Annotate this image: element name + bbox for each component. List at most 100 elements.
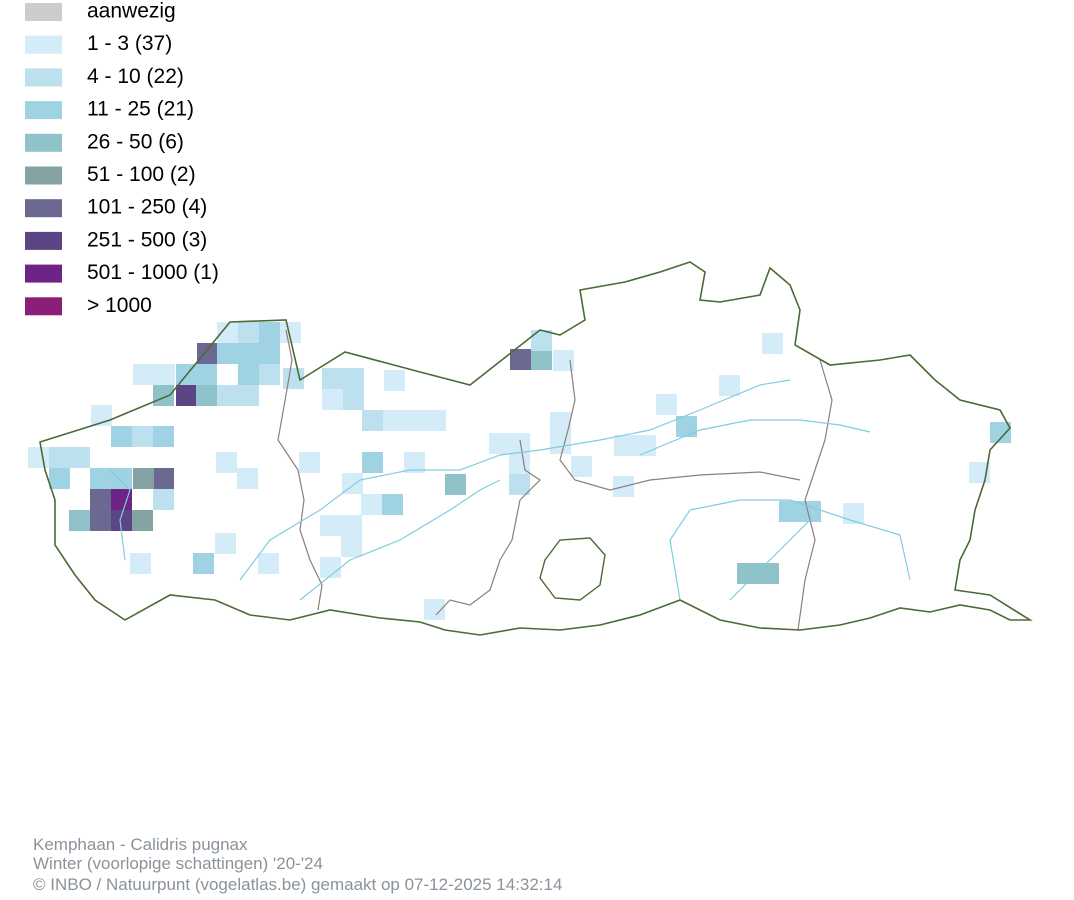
legend-swatch bbox=[25, 297, 62, 316]
legend-label: 101 - 250 (4) bbox=[87, 196, 207, 219]
grid-cell bbox=[299, 452, 320, 473]
grid-cell bbox=[238, 343, 259, 364]
footer-credit: © INBO / Natuurpunt (vogelatlas.be) gema… bbox=[33, 875, 562, 894]
grid-cell bbox=[154, 364, 175, 385]
legend-label: > 1000 bbox=[87, 294, 152, 317]
legend-label: 26 - 50 (6) bbox=[87, 130, 184, 153]
legend-swatch bbox=[25, 3, 62, 21]
grid-cell bbox=[656, 394, 677, 415]
grid-cell bbox=[509, 474, 530, 495]
grid-cell bbox=[238, 322, 259, 343]
grid-cell bbox=[342, 473, 363, 494]
grid-cell bbox=[259, 343, 280, 364]
grid-cell bbox=[49, 468, 70, 489]
footer-season: Winter (voorlopige schattingen) '20-'24 bbox=[33, 854, 323, 873]
grid-cell bbox=[69, 510, 90, 531]
grid-cell bbox=[343, 389, 364, 410]
legend-swatch bbox=[25, 264, 62, 283]
grid-cell bbox=[133, 468, 154, 489]
grid-cell bbox=[90, 489, 111, 510]
grid-cell bbox=[404, 410, 425, 431]
grid-cell bbox=[362, 410, 383, 431]
grid-cell bbox=[614, 435, 635, 456]
enclave-outline bbox=[539, 537, 606, 601]
footer-species: Kemphaan - Calidris pugnax bbox=[33, 835, 248, 854]
grid-cell bbox=[153, 468, 174, 489]
grid-cell bbox=[153, 489, 174, 510]
grid-cell bbox=[719, 375, 740, 396]
legend-label: 501 - 1000 (1) bbox=[87, 261, 219, 284]
grid-cell bbox=[90, 468, 111, 489]
grid-cell bbox=[362, 452, 383, 473]
grid-cell bbox=[217, 343, 238, 364]
legend-swatch bbox=[25, 133, 62, 152]
grid-cell bbox=[130, 553, 151, 574]
grid-cell bbox=[489, 433, 510, 454]
grid-cell bbox=[550, 412, 571, 433]
grid-cell bbox=[90, 510, 111, 531]
province-borders bbox=[277, 329, 833, 631]
grid-cell bbox=[383, 410, 404, 431]
grid-cell bbox=[550, 433, 571, 454]
grid-cell bbox=[259, 322, 280, 343]
region-outline bbox=[39, 261, 1033, 636]
grid-cell bbox=[237, 468, 258, 489]
grid-cell bbox=[238, 385, 259, 406]
grid-cell bbox=[28, 447, 49, 468]
grid-cell bbox=[197, 343, 218, 364]
grid-cell bbox=[531, 349, 552, 370]
grid-cell bbox=[153, 385, 174, 406]
legend-label: 1 - 3 (37) bbox=[87, 32, 172, 55]
grid-cell bbox=[343, 368, 364, 389]
legend-label: 4 - 10 (22) bbox=[87, 65, 184, 88]
grid-cell bbox=[361, 494, 382, 515]
grid-cell bbox=[341, 536, 362, 557]
grid-cell bbox=[132, 426, 153, 447]
grid-cell bbox=[762, 333, 783, 354]
grid-cell bbox=[196, 364, 217, 385]
grid-cells bbox=[28, 322, 1011, 620]
grid-cell bbox=[510, 349, 531, 370]
legend-label: 11 - 25 (21) bbox=[87, 98, 194, 121]
grid-cell bbox=[215, 533, 236, 554]
grid-cell bbox=[196, 385, 217, 406]
grid-cell bbox=[676, 416, 697, 437]
legend-swatch bbox=[25, 199, 62, 218]
grid-cell bbox=[238, 364, 259, 385]
grid-cell bbox=[843, 503, 864, 524]
grid-cell bbox=[404, 452, 425, 473]
grid-cell bbox=[111, 426, 132, 447]
grid-cell bbox=[990, 422, 1011, 443]
grid-cell bbox=[571, 456, 592, 477]
legend: aanwezig 1 - 3 (37) 4 - 10 (22) 11 - 25 (21… bbox=[25, 0, 219, 317]
grid-cell bbox=[283, 368, 304, 389]
grid-cell bbox=[509, 433, 530, 454]
grid-cell bbox=[69, 447, 90, 468]
grid-cell bbox=[132, 510, 153, 531]
grid-cell bbox=[320, 557, 341, 578]
grid-cell bbox=[322, 368, 343, 389]
legend-label: aanwezig bbox=[87, 0, 176, 23]
legend-swatch bbox=[25, 35, 62, 54]
grid-cell bbox=[322, 389, 343, 410]
grid-cell bbox=[49, 447, 70, 468]
grid-cell bbox=[176, 385, 197, 406]
grid-cell bbox=[320, 515, 341, 536]
legend-swatch bbox=[25, 166, 62, 185]
grid-cell bbox=[737, 563, 779, 584]
grid-cell bbox=[133, 364, 154, 385]
legend-swatch bbox=[25, 231, 62, 250]
legend-label: 251 - 500 (3) bbox=[87, 228, 207, 251]
grid-cell bbox=[425, 410, 446, 431]
grid-cell bbox=[193, 553, 214, 574]
grid-cell bbox=[153, 426, 174, 447]
grid-cell bbox=[384, 370, 405, 391]
grid-cell bbox=[341, 515, 362, 536]
grid-cell bbox=[382, 494, 403, 515]
grid-cell bbox=[280, 322, 301, 343]
legend-label: 51 - 100 (2) bbox=[87, 163, 196, 186]
grid-cell bbox=[259, 364, 280, 385]
rivers bbox=[109, 379, 911, 601]
